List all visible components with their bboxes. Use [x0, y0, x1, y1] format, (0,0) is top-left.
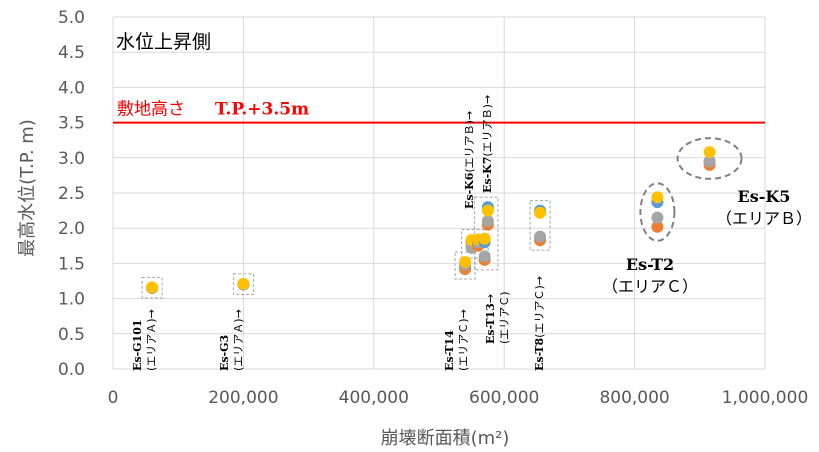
annotation-t13-code: Es-T13: [484, 303, 497, 344]
annotation-g101-code: Es-G101: [131, 320, 144, 372]
x-tick-label: 0: [108, 388, 119, 408]
y-axis-title: 最高水位(T.P. m): [17, 119, 38, 257]
reference-line-group: 敷地高さ T.P.+3.5m: [113, 100, 765, 124]
group-boxes: [141, 196, 551, 299]
annotation-t2-code: Es-T2: [626, 255, 674, 274]
x-tick-label: 1,000,000: [722, 388, 809, 408]
x-tick-label: 800,000: [599, 388, 669, 408]
y-tick-label: 3.5: [58, 114, 85, 134]
data-point: [146, 281, 159, 294]
group-box: [141, 276, 163, 299]
y-tick-label: 5.0: [58, 8, 85, 28]
x-tick-label: 200,000: [208, 388, 278, 408]
data-point: [703, 155, 716, 168]
x-tick-label: 600,000: [469, 388, 539, 408]
annotation-k7-line: Es-K7(エリアＢ)→: [481, 95, 494, 193]
ticks: 0.0 0.5 1.0 1.5 2.0 2.5 3.0 3.5 4.0 4.5 5.0 0 200,00…: [58, 8, 808, 408]
annotation-k6-area: (エリアＢ)→: [463, 111, 476, 173]
annotation-g3-line: Es-G3: [218, 335, 231, 371]
group-ellipses: [639, 137, 743, 242]
data-point: [651, 191, 664, 204]
data-point: [478, 250, 491, 263]
y-tick-label: 4.5: [58, 43, 85, 63]
data-point: [481, 215, 494, 228]
annotation-t13-line: Es-T13→: [484, 294, 497, 344]
y-tick-label: 2.0: [58, 219, 85, 239]
annotation-t14-line: Es-T14: [443, 330, 456, 371]
annotation-g3-line: (エリアＡ)→: [232, 309, 245, 371]
y-tick-label: 0.0: [58, 360, 85, 380]
annotations: Es-G101 (エリアＡ)→ Es-G3 (エリアＡ)→ Es-T14 (エリアＣ)→ E…: [131, 95, 812, 371]
annotation-t13: Es-T13→ (エリアＣ): [484, 291, 511, 344]
y-tick-label: 2.5: [58, 184, 85, 204]
annotation-k6: Es-K6(エリアＢ)→: [463, 111, 476, 209]
reference-value: T.P.+3.5m: [215, 100, 309, 120]
data-point: [534, 206, 547, 219]
data-point: [478, 232, 491, 245]
annotation-t14-line: (エリアＣ)→: [457, 309, 470, 371]
annotation-k7-area: (エリアＢ)→: [481, 95, 494, 157]
data-point: [237, 277, 250, 290]
data-point: [534, 230, 547, 243]
data-point: [651, 211, 664, 224]
group-box: [474, 196, 499, 271]
group-box: [454, 251, 476, 280]
y-tick-label: 3.0: [58, 149, 85, 169]
reference-label: 敷地高さ: [117, 100, 185, 120]
annotation-t8-code: Es-T8: [533, 337, 546, 371]
y-tick-label: 4.0: [58, 78, 85, 98]
y-tick-label: 1.0: [58, 290, 85, 310]
y-tick-label: 0.5: [58, 325, 85, 345]
group-ellipse: [639, 182, 676, 242]
annotation-k6-code: Es-K6: [463, 172, 476, 209]
annotation-k5-code: Es-K5: [738, 187, 791, 206]
annotation-t13-line: (エリアＣ): [498, 291, 511, 344]
annotation-t13-area: →: [484, 294, 497, 303]
group-ellipse: [676, 137, 743, 180]
grid: [112, 16, 766, 370]
x-tick-label: 400,000: [339, 388, 409, 408]
x-axis-title: 崩壊断面積(m²): [381, 428, 510, 449]
group-box: [232, 273, 254, 296]
data-point: [651, 220, 664, 233]
data-point: [459, 255, 472, 268]
annotation-k7-code: Es-K7: [481, 157, 494, 193]
y-tick-label: 1.5: [58, 254, 85, 274]
annotation-k7: Es-K7(エリアＢ)→: [481, 95, 494, 193]
annotation-g3: Es-G3 (エリアＡ)→: [218, 309, 245, 371]
data-points: [146, 146, 716, 295]
data-point: [481, 204, 494, 217]
annotation-k5-area: （エリアＢ）: [716, 209, 812, 228]
annotation-t8-area: (エリアＣ)→: [533, 276, 546, 338]
data-point: [703, 146, 716, 159]
annotation-t2-area: （エリアＣ）: [602, 277, 698, 296]
annotation-g101: Es-G101 (エリアＡ)→: [131, 309, 158, 371]
annotation-g101-line: Es-G101: [131, 320, 144, 372]
panel-label: 水位上昇側: [116, 31, 211, 53]
annotation-g101-line: (エリアＡ)→: [145, 309, 158, 371]
group-box: [529, 200, 551, 251]
annotation-t8-line: Es-T8(エリアＣ)→: [533, 276, 546, 371]
annotation-k6-line: Es-K6(エリアＢ)→: [463, 111, 476, 209]
annotation-t14: Es-T14 (エリアＣ)→: [443, 309, 470, 371]
annotation-g3-code: Es-G3: [218, 335, 231, 371]
annotation-t8: Es-T8(エリアＣ)→: [533, 276, 546, 371]
annotation-t14-code: Es-T14: [443, 330, 456, 371]
